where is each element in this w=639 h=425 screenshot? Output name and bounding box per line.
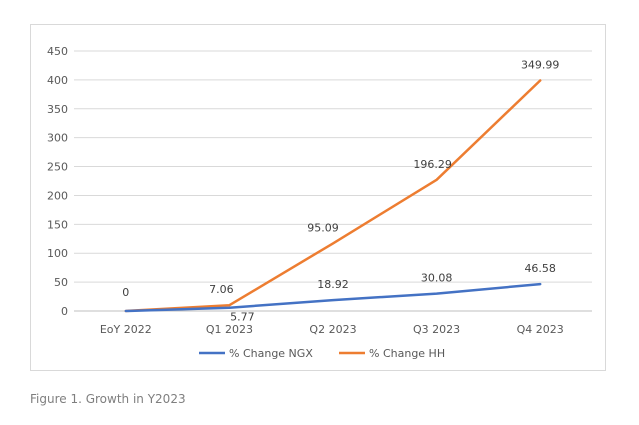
- data-label-hh: 349.99: [521, 58, 560, 71]
- data-label-hh: 196.29: [413, 158, 452, 171]
- y-tick-label: 250: [47, 161, 68, 174]
- data-label-ngx: 5.77: [230, 311, 255, 324]
- line-chart: 0 50 100 150 200 250 300 350 400 450 EoY 2022 Q1 2…: [47, 45, 592, 360]
- data-label-hh: 7.06: [209, 283, 234, 296]
- legend-label-ngx: % Change NGX: [229, 347, 313, 360]
- chart-frame: 0 50 100 150 200 250 300 350 400 450 EoY 2022 Q1 2…: [30, 24, 606, 371]
- data-label-hh: 0: [122, 286, 129, 299]
- y-tick-label: 0: [61, 305, 68, 318]
- data-label-ngx: 30.08: [421, 272, 453, 285]
- figure-caption: Figure 1. Growth in Y2023: [30, 392, 186, 406]
- x-tick-label: Q1 2023: [206, 323, 253, 336]
- series-line-hh: [124, 79, 542, 313]
- data-label-ngx: 46.58: [524, 262, 556, 275]
- data-labels: 5.77 18.92 30.08 46.58 0 7.06 95.09 196.29 349.9…: [122, 58, 559, 323]
- x-axis-ticks: EoY 2022 Q1 2023 Q2 2023 Q3 2023 Q4 2023: [100, 323, 564, 336]
- y-axis-ticks: 0 50 100 150 200 250 300 350 400 450: [47, 45, 68, 318]
- y-tick-label: 300: [47, 132, 68, 145]
- y-tick-label: 200: [47, 189, 68, 202]
- y-tick-label: 450: [47, 45, 68, 58]
- x-tick-label: Q4 2023: [517, 323, 564, 336]
- data-label-ngx: 18.92: [317, 278, 349, 291]
- data-label-hh: 95.09: [307, 221, 339, 234]
- y-tick-label: 50: [54, 276, 68, 289]
- y-tick-label: 150: [47, 218, 68, 231]
- gridlines: [74, 50, 592, 312]
- y-tick-label: 400: [47, 74, 68, 87]
- x-tick-label: Q3 2023: [413, 323, 460, 336]
- x-tick-label: EoY 2022: [100, 323, 152, 336]
- y-tick-label: 100: [47, 247, 68, 260]
- series-line-ngx: [124, 282, 542, 313]
- legend-label-hh: % Change HH: [369, 347, 445, 360]
- y-tick-label: 350: [47, 103, 68, 116]
- x-tick-label: Q2 2023: [309, 323, 356, 336]
- legend: % Change NGX % Change HH: [199, 347, 445, 360]
- series-lines: [124, 79, 542, 313]
